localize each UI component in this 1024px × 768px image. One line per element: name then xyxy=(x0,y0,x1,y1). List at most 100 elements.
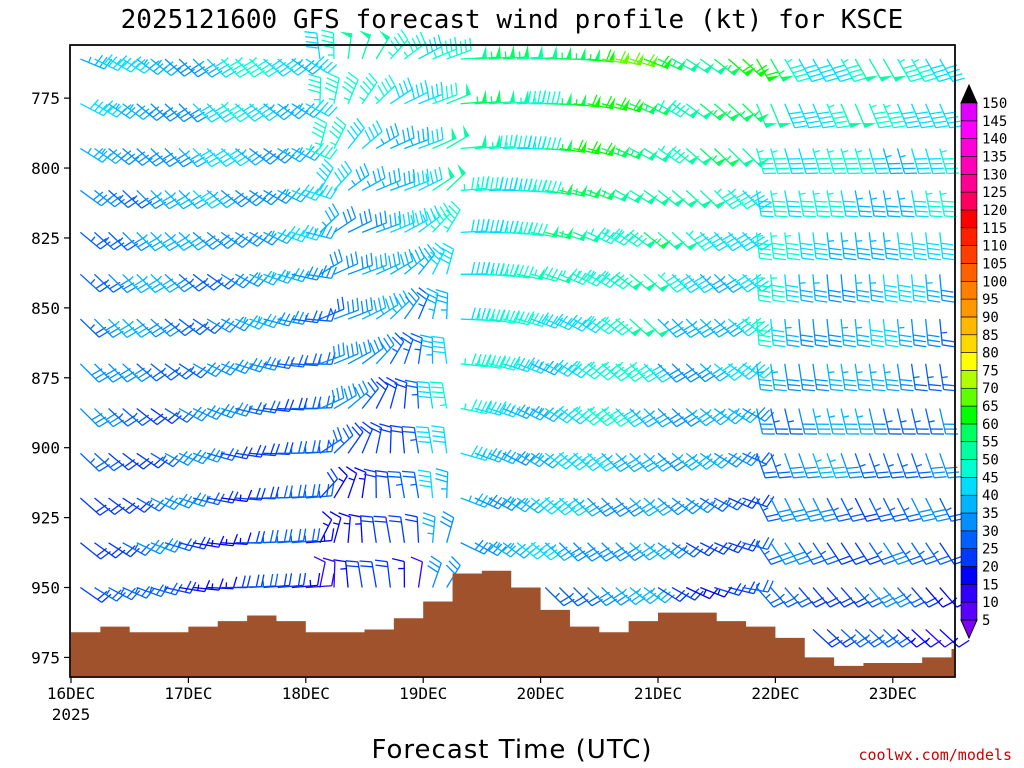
wind-barb xyxy=(531,45,558,60)
colorbar-label: 150 xyxy=(982,96,1007,112)
wind-barb xyxy=(263,573,293,589)
wind-barb xyxy=(122,56,154,74)
wind-barb xyxy=(896,148,917,175)
wind-barb xyxy=(418,127,444,150)
wind-barb xyxy=(812,232,829,261)
colorbar-segment xyxy=(960,263,978,282)
colorbar-segment xyxy=(960,512,978,532)
terrain-surface xyxy=(70,570,955,677)
colorbar-segment xyxy=(960,280,978,300)
wind-barb xyxy=(324,72,340,104)
wind-barb xyxy=(363,468,377,499)
wind-barb xyxy=(360,515,377,543)
wind-barb xyxy=(798,363,816,392)
colorbar-label: 75 xyxy=(982,363,999,379)
chart-title: 2025121600 GFS forecast wind profile (kt… xyxy=(121,5,904,35)
wind-barb xyxy=(925,58,951,83)
wind-barb xyxy=(854,58,879,82)
wind-barb xyxy=(910,453,933,479)
wind-barb xyxy=(94,100,126,118)
wind-barb xyxy=(896,58,923,83)
wind-barb xyxy=(784,408,804,435)
wind-barb xyxy=(784,274,800,303)
wind-barb xyxy=(756,103,778,128)
wind-barb xyxy=(798,318,814,348)
wind-barb xyxy=(812,542,840,565)
wind-barb xyxy=(826,408,846,435)
wind-barb xyxy=(925,148,946,175)
wind-barb xyxy=(756,453,778,479)
wind-barb xyxy=(671,103,701,119)
wind-barb xyxy=(840,190,859,218)
wind-barb xyxy=(826,103,850,129)
wind-barb xyxy=(374,74,396,105)
wind-barb xyxy=(910,408,930,435)
x-tick-label: 20DEC xyxy=(517,684,565,703)
colorbar-label: 120 xyxy=(982,203,1007,219)
wind-barb xyxy=(319,468,339,499)
wind-barb xyxy=(770,148,791,175)
x-tick-label: 23DEC xyxy=(869,684,917,703)
wind-barb xyxy=(305,142,338,160)
credit-link[interactable]: coolwx.com/models xyxy=(858,746,1012,764)
wind-barb xyxy=(573,406,604,426)
wind-barb xyxy=(136,147,167,167)
wind-barb xyxy=(868,232,885,261)
wind-barb xyxy=(438,242,455,275)
wind-barb xyxy=(544,451,577,470)
wind-barb xyxy=(403,31,426,60)
wind-barb xyxy=(291,266,324,281)
wind-barb xyxy=(784,453,806,479)
wind-barb xyxy=(108,542,140,558)
wind-barb xyxy=(742,579,774,593)
wind-barb xyxy=(389,249,414,275)
colorbar-segment xyxy=(960,370,978,389)
wind-barb xyxy=(699,189,728,209)
colorbar-label: 95 xyxy=(982,292,999,308)
wind-barb xyxy=(435,289,449,320)
wind-barb xyxy=(671,58,701,73)
wind-barb xyxy=(798,190,816,218)
wind-barb xyxy=(840,318,857,348)
colorbar-segment xyxy=(960,405,978,425)
colorbar-label: 50 xyxy=(982,453,999,469)
wind-barb xyxy=(277,528,307,544)
wind-barb xyxy=(939,363,956,392)
wind-barb xyxy=(305,528,335,544)
wind-barb xyxy=(896,232,913,261)
wind-barb xyxy=(333,383,357,410)
wind-barb xyxy=(389,332,405,365)
wind-barb xyxy=(573,94,601,108)
wind-barb xyxy=(108,497,140,515)
wind-barb xyxy=(826,497,851,522)
wind-barb xyxy=(435,467,449,499)
wind-barb xyxy=(136,452,168,469)
colorbar-segment xyxy=(960,298,978,318)
wind-barb xyxy=(882,103,906,129)
wind-barb xyxy=(868,453,891,479)
wind-barb xyxy=(699,542,733,555)
wind-barb xyxy=(910,318,927,348)
wind-barb xyxy=(263,312,296,327)
wind-barb xyxy=(896,103,920,129)
x-axis-title: Forecast Time (UTC) xyxy=(371,735,652,765)
wind-barb xyxy=(308,73,322,104)
wind-barb xyxy=(770,318,786,348)
wind-barb xyxy=(339,31,353,60)
wind-barb xyxy=(559,229,588,242)
wind-barb xyxy=(544,497,576,516)
wind-barb xyxy=(911,542,938,565)
wind-barb xyxy=(798,274,814,303)
wind-barb xyxy=(558,452,590,471)
wind-barb xyxy=(573,269,606,287)
wind-barb xyxy=(361,165,386,191)
wind-barb xyxy=(502,356,535,373)
wind-barb xyxy=(882,453,905,479)
wind-barb xyxy=(415,426,434,454)
wind-barb xyxy=(122,103,154,121)
wind-barb xyxy=(277,103,309,120)
wind-barb xyxy=(910,363,928,392)
wind-barb xyxy=(530,496,562,515)
wind-barb xyxy=(108,147,140,166)
